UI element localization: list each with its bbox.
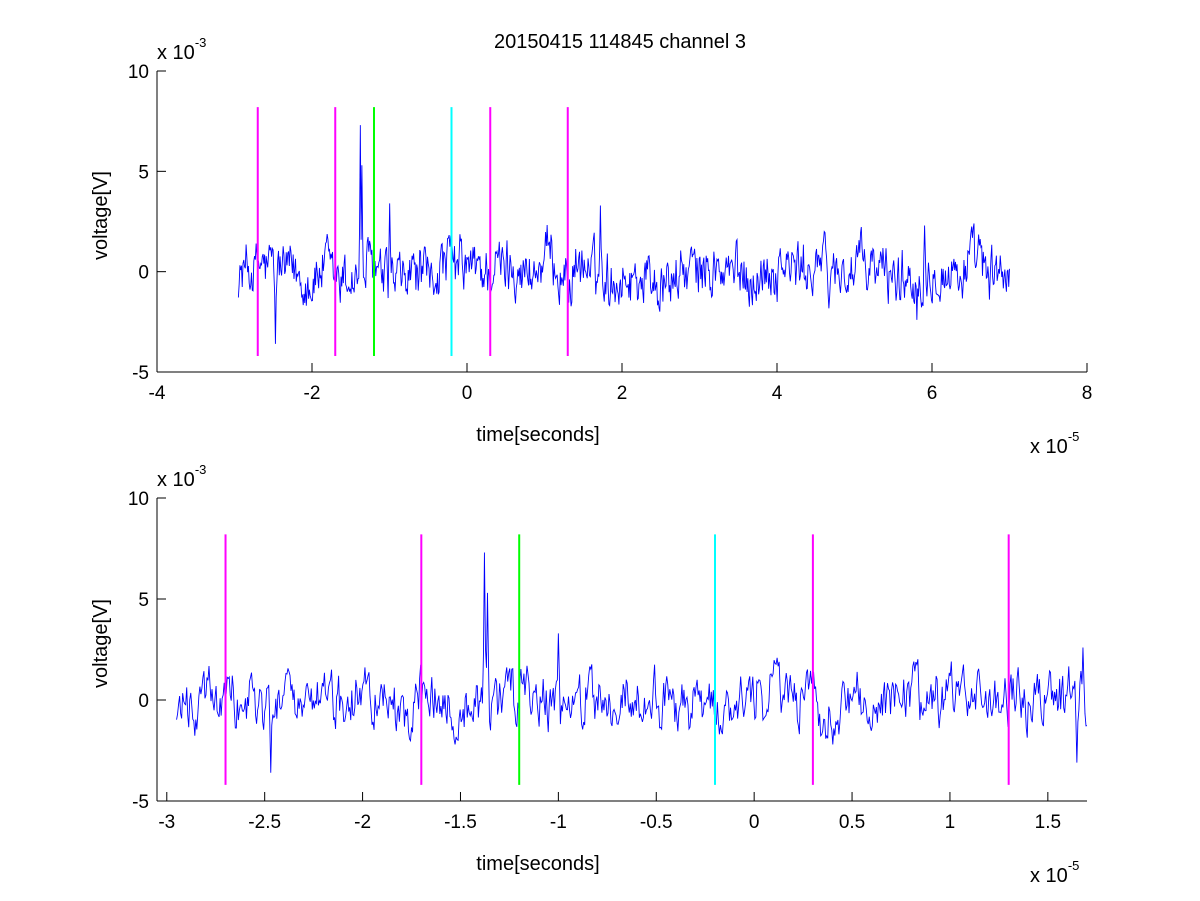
y-tick-label-10: 10: [128, 62, 149, 83]
y-axis-label: voltage[V]: [90, 171, 112, 260]
x-tick-label-neg1: -1: [550, 812, 567, 833]
x-tick-label-4: 4: [772, 383, 783, 404]
x-tick-label-neg2: -2: [354, 812, 371, 833]
x-tick-label-neg2p5: -2.5: [248, 812, 281, 833]
x-axis-label: time[seconds]: [476, 424, 599, 446]
x-multiplier-label: x 10-5: [1030, 429, 1079, 458]
x-tick-label-2: 2: [617, 383, 628, 404]
y-tick-label-neg5: -5: [132, 792, 149, 813]
signal-series-line: [237, 125, 1010, 344]
y-tick-label-0: 0: [138, 691, 149, 712]
y-multiplier-base: x 10: [157, 42, 195, 64]
x-tick-label-neg3: -3: [158, 812, 175, 833]
x-tick-label-0: 0: [749, 812, 760, 833]
y-multiplier-label: x 10-3: [157, 35, 206, 64]
x-tick-label-neg2: -2: [304, 383, 321, 404]
y-axis-label: voltage[V]: [90, 599, 112, 688]
y-multiplier-exponent: -3: [195, 35, 207, 50]
y-tick-label-10: 10: [128, 489, 149, 510]
x-tick-label-neg0p5: -0.5: [640, 812, 673, 833]
signal-series-line: [176, 552, 1087, 773]
x-tick-label-0: 0: [462, 383, 473, 404]
x-tick-label-neg4: -4: [149, 383, 166, 404]
x-multiplier-label: x 10-5: [1030, 858, 1079, 887]
x-tick-label-6: 6: [927, 383, 938, 404]
y-multiplier-exponent: -3: [195, 462, 207, 477]
x-multiplier-base: x 10: [1030, 865, 1068, 887]
x-multiplier-exponent: -5: [1068, 858, 1080, 873]
y-multiplier-base: x 10: [157, 469, 195, 491]
y-tick-label-5: 5: [138, 162, 149, 183]
x-tick-label-1p5: 1.5: [1035, 812, 1061, 833]
x-tick-label-8: 8: [1082, 383, 1093, 404]
x-tick-label-neg1p5: -1.5: [444, 812, 477, 833]
bottom-plot-panel: -3 -2.5 -2 -1.5 -1 -0.5 0 0.5 1 1.5 -5 0 5 10 time[sec…: [90, 462, 1087, 887]
y-multiplier-label: x 10-3: [157, 462, 206, 491]
x-multiplier-exponent: -5: [1068, 429, 1080, 444]
figure-title: 20150415 114845 channel 3: [494, 31, 746, 53]
x-axis-label: time[seconds]: [476, 853, 599, 875]
x-multiplier-base: x 10: [1030, 436, 1068, 458]
y-tick-label-5: 5: [138, 590, 149, 611]
x-tick-label-0p5: 0.5: [839, 812, 865, 833]
y-tick-label-0: 0: [138, 263, 149, 284]
y-tick-label-neg5: -5: [132, 363, 149, 384]
x-tick-label-1: 1: [945, 812, 956, 833]
top-plot-panel: -4 -2 0 2 4 6 8 -5 0 5 10 time[seconds] voltage[V] x …: [90, 35, 1092, 458]
